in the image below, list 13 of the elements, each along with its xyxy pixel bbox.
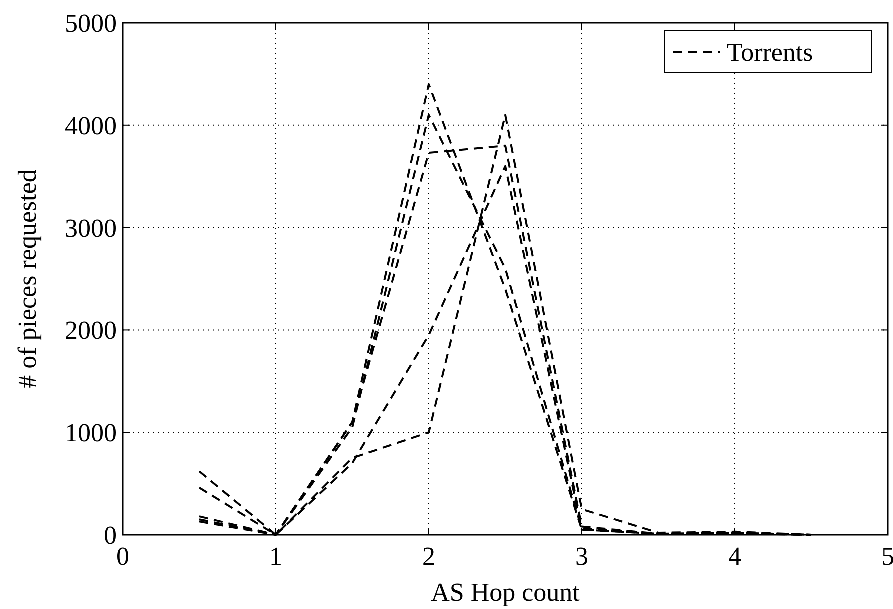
x-tick-label: 2: [422, 542, 436, 571]
y-tick-label: 5000: [65, 9, 117, 38]
x-tick-label: 1: [270, 542, 282, 571]
y-tick-label: 1000: [65, 418, 117, 448]
legend-label: Torrents: [727, 38, 814, 67]
y-tick-label: 2000: [65, 316, 117, 346]
y-tick-label: 0: [104, 521, 117, 550]
x-axis-title: AS Hop count: [431, 578, 581, 607]
x-tick-label: 3: [576, 542, 588, 571]
y-tick-label: 3000: [65, 214, 117, 243]
y-axis-title: # of pieces requested: [13, 170, 42, 388]
x-tick-label: 4: [728, 542, 742, 571]
y-tick-label: 4000: [65, 111, 117, 140]
